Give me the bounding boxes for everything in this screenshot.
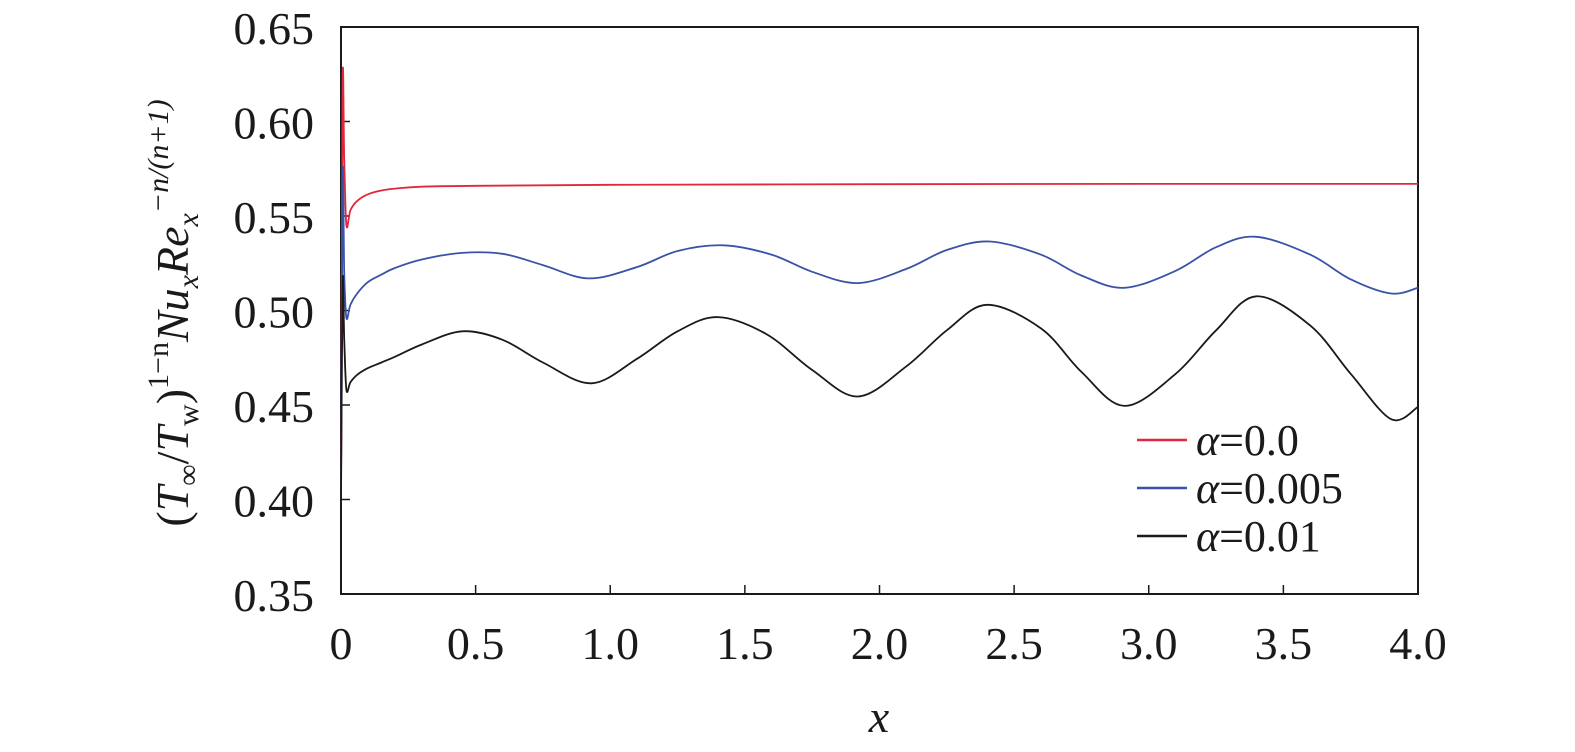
- x-tick-label: 3.0: [1120, 618, 1178, 669]
- y-tick-label: 0.60: [234, 98, 315, 149]
- y-tick-label: 0.50: [234, 287, 315, 338]
- y-tick-label: 0.40: [234, 476, 315, 527]
- series-line-2: [340, 165, 1419, 500]
- legend-label-2: α=0.005: [1196, 464, 1343, 513]
- y-tick-label: 0.45: [234, 381, 315, 432]
- y-tick-label: 0.65: [234, 3, 315, 54]
- y-axis-title: (T∞/Tw)1−nNuxRex−n/(n+1): [142, 99, 205, 526]
- y-tick-label: 0.35: [234, 570, 315, 621]
- x-axis-title: x: [868, 691, 890, 742]
- series-line-1: [340, 66, 1419, 500]
- x-tick-label: 1.0: [582, 618, 640, 669]
- y-tick-label: 0.55: [234, 192, 315, 243]
- x-tick-label: 0: [330, 618, 353, 669]
- legend-label-1: α=0.0: [1196, 416, 1299, 465]
- x-tick-label: 2.5: [985, 618, 1043, 669]
- ticks-layer: 0 0.5 1.0 1.5 2.0 2.5 3.0 3.5 4.0 0.35 0.40 0.45 0.5…: [234, 3, 1447, 669]
- x-tick-label: 0.5: [447, 618, 505, 669]
- x-tick-label: 4.0: [1389, 618, 1447, 669]
- x-tick-label: 1.5: [716, 618, 774, 669]
- series-layer: [340, 66, 1419, 500]
- x-tick-label: 2.0: [851, 618, 909, 669]
- legend-label-3: α=0.01: [1196, 512, 1321, 561]
- series-line-3: [340, 274, 1419, 500]
- x-tick-label: 3.5: [1255, 618, 1313, 669]
